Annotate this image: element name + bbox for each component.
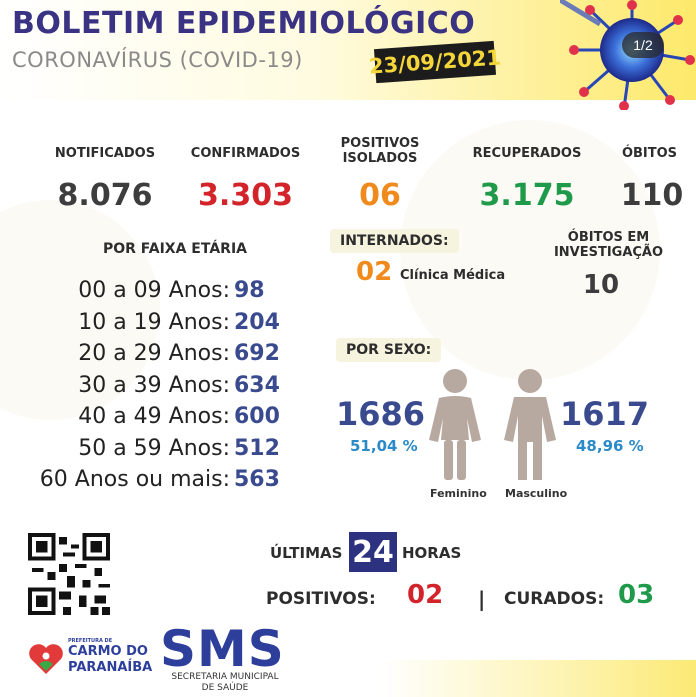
age-range-value: 98 (234, 278, 265, 303)
age-row: 30 a 39 Anos: 634 (20, 373, 290, 403)
male-figure-icon (504, 369, 556, 480)
age-row: 00 a 09 Anos: 98 (20, 278, 290, 308)
obitos-investigacao-value: 10 (582, 270, 620, 300)
age-range-value: 512 (234, 435, 280, 461)
age-row: 20 a 29 Anos: 692 (20, 341, 290, 371)
female-count: 1686 (336, 395, 426, 433)
last24-suffix: HORAS (402, 544, 462, 562)
age-row: 50 a 59 Anos: 512 (20, 436, 290, 466)
qr-code (28, 533, 110, 615)
recuperados-label: RECUPERADOS (472, 146, 582, 161)
confirmados-label: CONFIRMADOS (190, 146, 301, 161)
obitos-investigacao-line1: ÓBITOS EM (567, 230, 650, 245)
obitos-value: 110 (620, 178, 684, 213)
age-row: 10 a 19 Anos: 204 (20, 310, 290, 340)
positivos-isolados-label-line1: POSITIVOS (340, 136, 420, 151)
age-row: 40 a 49 Anos: 600 (20, 404, 290, 434)
confirmados-value: 3.303 (198, 178, 293, 213)
age-range-label: 20 a 29 Anos: (78, 341, 230, 366)
obitos-label: ÓBITOS (621, 146, 678, 161)
age-range-label: 50 a 59 Anos: (78, 435, 230, 461)
heart-logo-icon (29, 644, 63, 674)
female-percent: 51,04 % (350, 437, 418, 455)
sms-subtitle-line2: DE SAÚDE (201, 683, 249, 693)
carmo-line1: CARMO DO (68, 644, 148, 659)
sex-section-label: POR SEXO: (336, 338, 442, 362)
last24-positivos-label: POSITIVOS: (266, 589, 376, 609)
carmo-line2: PARANAÍBA (68, 660, 153, 675)
positivos-isolados-value: 06 (359, 178, 401, 213)
positivos-isolados-label-line2: ISOLADOS (342, 151, 418, 166)
notificados-value: 8.076 (57, 178, 153, 213)
last24-curados-value: 03 (618, 580, 655, 610)
sms-subtitle: SECRETARIA MUNICIPAL DE SAÚDE (160, 672, 290, 694)
age-row: 60 Anos ou mais: 563 (20, 467, 290, 497)
age-range-label: 30 a 39 Anos: (78, 372, 230, 398)
female-figure-icon (429, 369, 481, 480)
bulletin-title: BOLETIM EPIDEMIOLÓGICO (12, 6, 476, 41)
internados-detail: Clínica Médica (400, 268, 506, 283)
obitos-investigacao-line2: INVESTIGAÇÃO (553, 245, 664, 260)
bulletin-subtitle: CORONAVÍRUS (COVID-19) (12, 48, 303, 72)
age-range-value: 600 (234, 404, 280, 429)
age-range-label: 10 a 19 Anos: (78, 309, 230, 335)
last24-positivos-value: 02 (407, 580, 444, 610)
positivos-isolados-label: POSITIVOS ISOLADOS (325, 136, 435, 166)
internados-value: 02 (356, 257, 393, 287)
last24-number: 24 (349, 532, 397, 572)
carmo-prefix: PREFEITURA DE (68, 638, 113, 644)
last24-curados-label: CURADOS: (504, 589, 605, 609)
last24-separator: | (478, 587, 486, 611)
sms-subtitle-line1: SECRETARIA MUNICIPAL (171, 672, 279, 682)
obitos-investigacao-label: ÓBITOS EM INVESTIGAÇÃO (546, 230, 671, 260)
internados-label: INTERNADOS: (330, 229, 459, 253)
age-range-value: 204 (234, 309, 280, 335)
female-caption: Feminino (430, 487, 487, 500)
age-range-label: 40 a 49 Anos: (78, 404, 230, 429)
footer-band (380, 660, 696, 697)
page-indicator[interactable]: 1/2 (622, 32, 664, 58)
sms-logo-text: SMS (160, 620, 285, 678)
age-range-value: 563 (234, 467, 280, 492)
male-count: 1617 (560, 395, 650, 433)
age-range-label: 60 Anos ou mais: (39, 467, 230, 492)
age-range-label: 00 a 09 Anos: (78, 278, 230, 303)
carmo-logo: PREFEITURA DE CARMO DO PARANAÍBA (28, 636, 158, 686)
recuperados-value: 3.175 (479, 178, 575, 213)
age-range-value: 692 (234, 341, 280, 366)
age-range-value: 634 (234, 372, 280, 398)
male-percent: 48,96 % (576, 437, 644, 455)
last24-prefix: ÚLTIMAS (270, 544, 343, 562)
age-section-title: POR FAIXA ETÁRIA (102, 241, 247, 257)
male-caption: Masculino (505, 487, 568, 500)
notificados-label: NOTIFICADOS (54, 146, 156, 161)
